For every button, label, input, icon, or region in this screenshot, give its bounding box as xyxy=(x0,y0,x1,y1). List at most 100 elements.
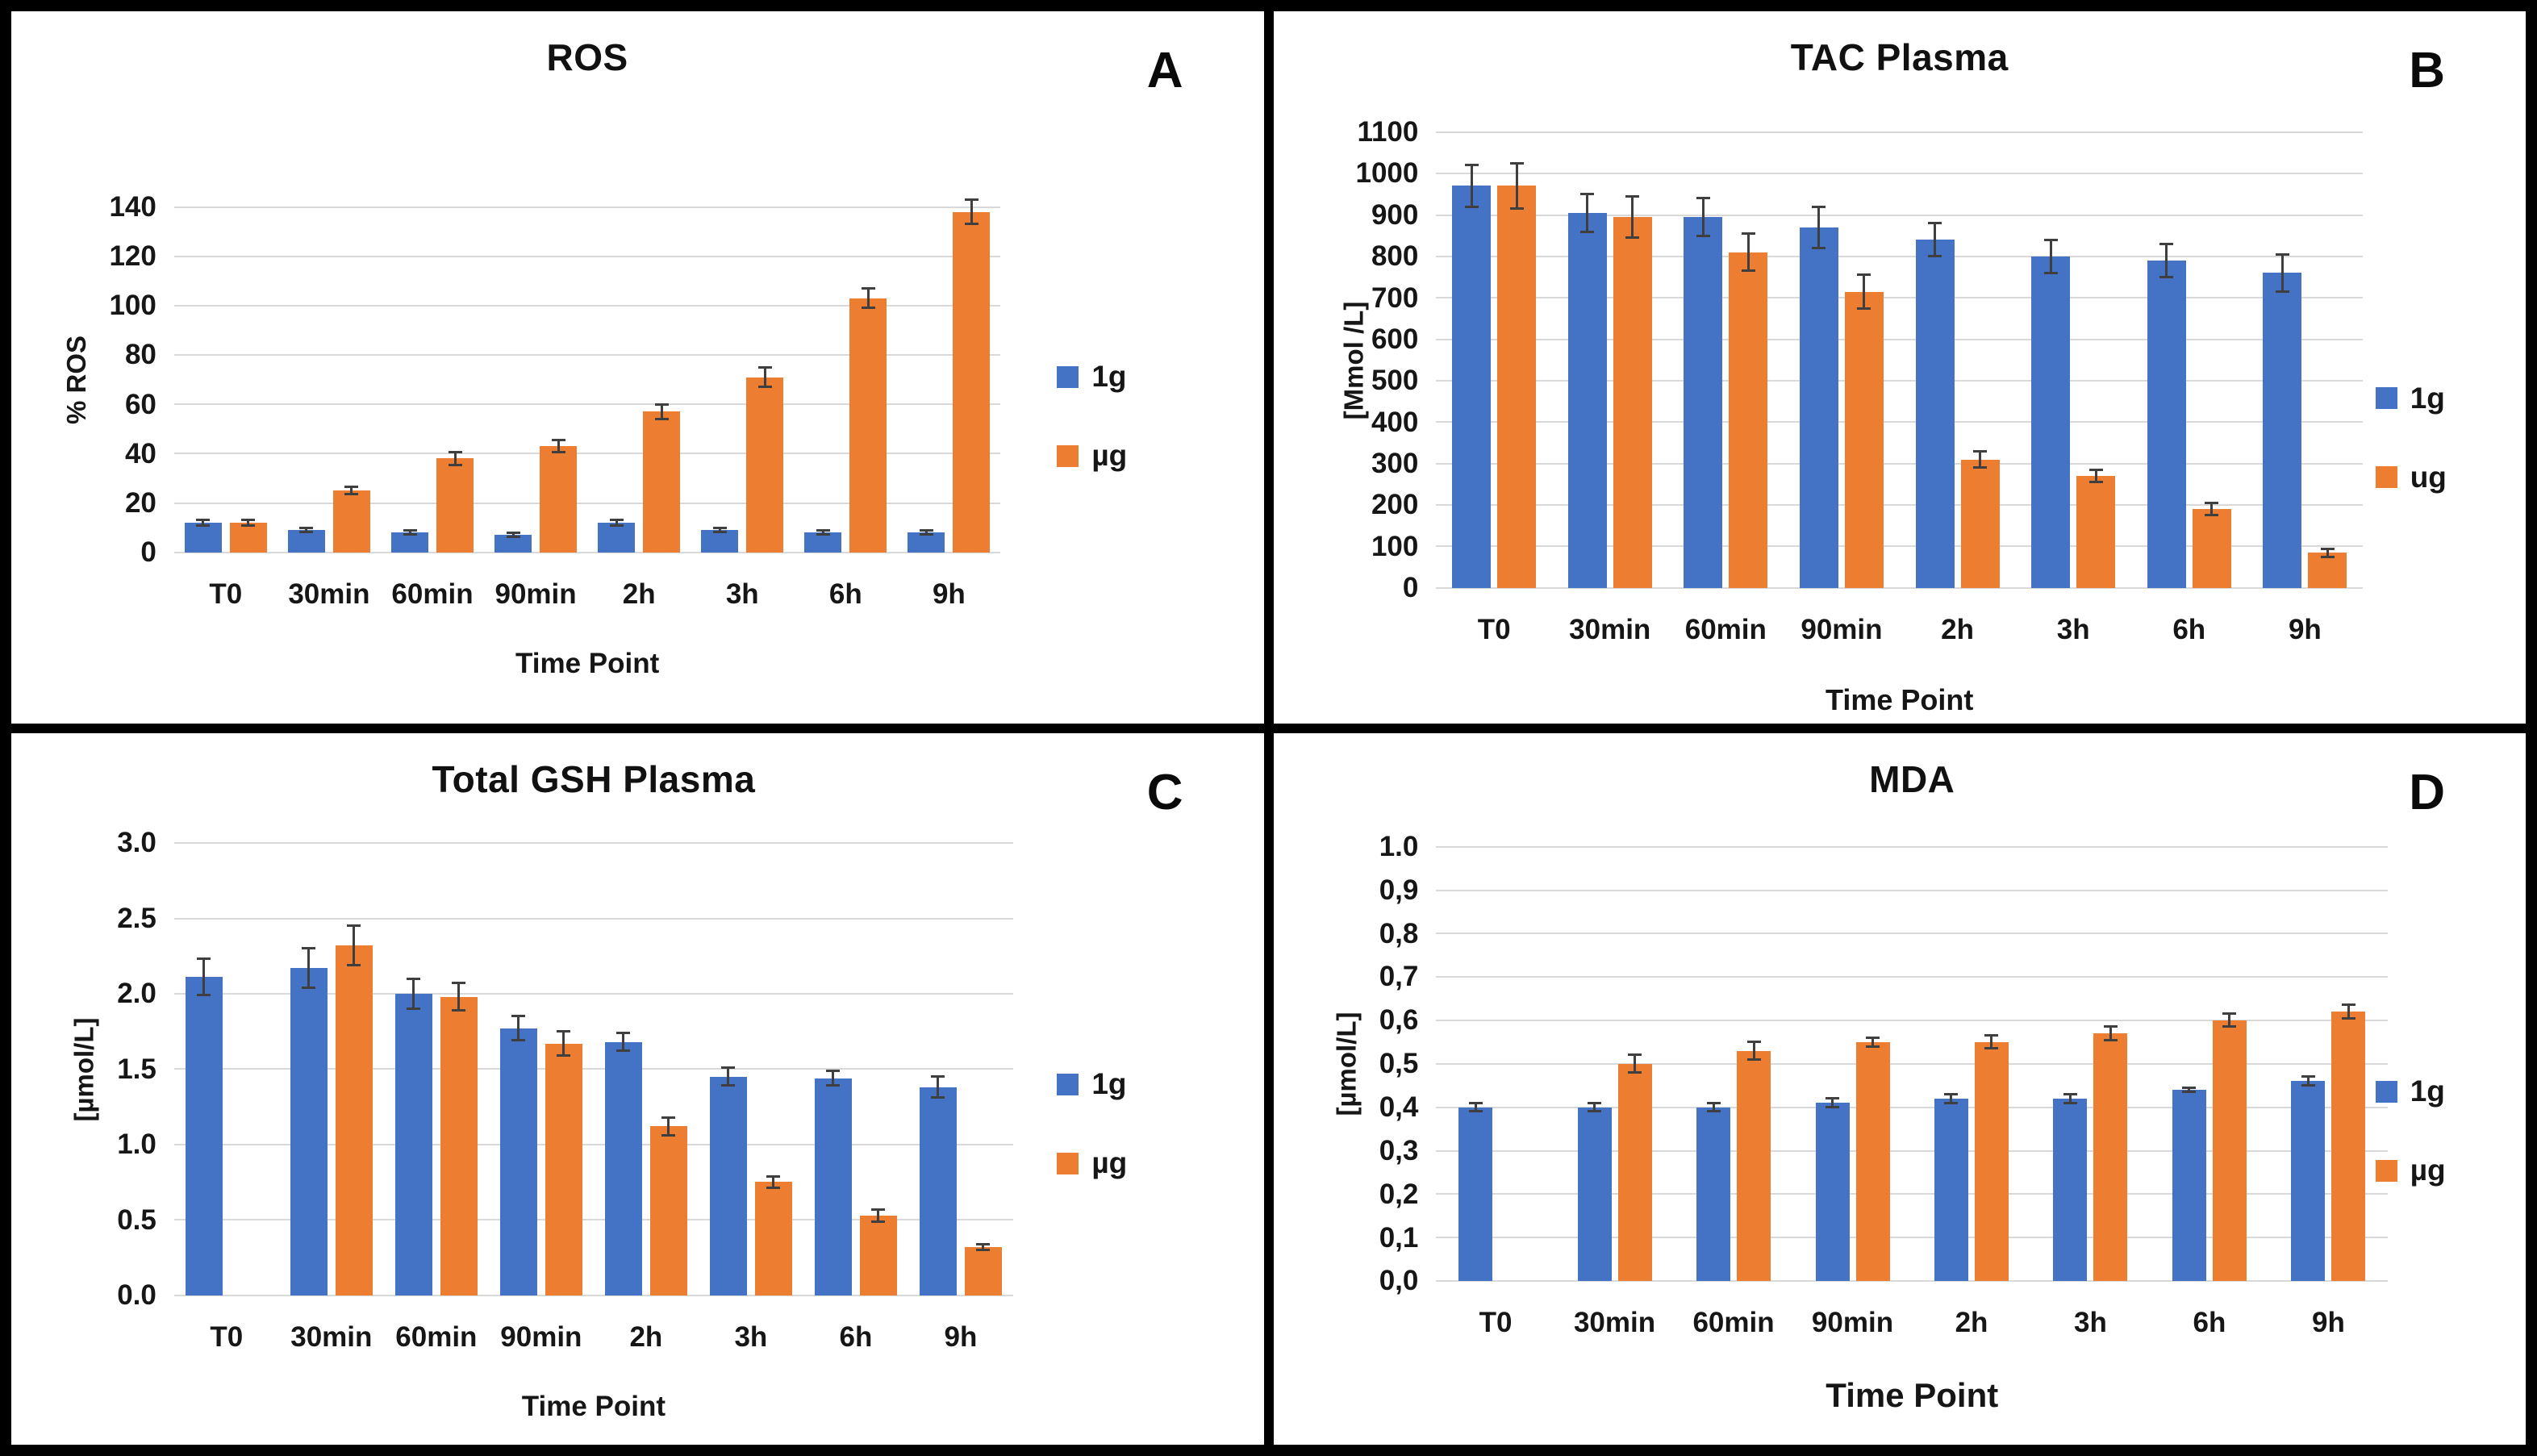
y-tick-label: 60 xyxy=(124,388,156,420)
error-bar xyxy=(1634,1054,1637,1073)
bar-group xyxy=(384,843,489,1295)
chart-title: ROS xyxy=(546,36,628,78)
error-bar xyxy=(1515,163,1518,209)
bar-group xyxy=(1436,132,1552,588)
bar-group xyxy=(2031,847,2150,1281)
error-bar-cap xyxy=(1984,1047,1999,1050)
x-tick-label: 30min xyxy=(290,1321,373,1354)
y-tick-label: 1.0 xyxy=(1379,830,1419,862)
error-bar-cap xyxy=(2341,1003,2355,1007)
error-bar-cap xyxy=(2159,242,2174,245)
error-bar-cap xyxy=(2320,555,2335,558)
error-bar xyxy=(772,1176,775,1188)
error-bar-cap xyxy=(1588,1101,1602,1104)
error-bar-cap xyxy=(609,519,624,522)
panel-letter: C xyxy=(1146,764,1183,820)
bar-slot xyxy=(953,198,991,553)
legend-label: µg xyxy=(2410,1154,2446,1187)
bar xyxy=(335,945,373,1295)
bar xyxy=(2031,256,2071,588)
x-tick-label: 2h xyxy=(629,1321,663,1354)
error-bar-cap xyxy=(919,533,933,536)
error-bar-cap xyxy=(452,982,466,985)
bar-group xyxy=(1912,847,2030,1281)
error-bar-cap xyxy=(1741,269,1755,273)
bar-slot xyxy=(394,843,432,1295)
legend-item: µg xyxy=(1057,1146,1127,1180)
gridline xyxy=(1436,173,2364,175)
legend-label: 1g xyxy=(1091,360,1127,394)
error-bar xyxy=(615,519,618,526)
error-bar xyxy=(247,519,250,526)
error-bar xyxy=(982,1244,985,1250)
bar-slot xyxy=(1499,847,1533,1281)
bar-group xyxy=(594,843,699,1295)
error-bar-cap xyxy=(302,986,316,989)
error-bar xyxy=(1593,1103,1596,1112)
error-bar-cap xyxy=(871,1208,886,1211)
error-bar-cap xyxy=(2275,290,2289,293)
gridline xyxy=(173,255,1001,257)
bar xyxy=(332,490,370,553)
bar-slot xyxy=(290,843,328,1295)
error-bar-cap xyxy=(448,463,462,466)
bar-group xyxy=(1436,847,1554,1281)
legend-item: 1g xyxy=(1057,1067,1127,1101)
bar-slot xyxy=(2308,132,2347,588)
y-tick-label: 2.5 xyxy=(117,902,156,934)
error-bar-cap xyxy=(2222,1025,2237,1028)
error-bar xyxy=(667,1117,670,1136)
bar xyxy=(391,532,428,553)
error-bar-cap xyxy=(654,403,669,406)
bar-slot xyxy=(2172,847,2206,1281)
error-bar-cap xyxy=(964,198,978,201)
error-bar-cap xyxy=(347,924,361,928)
legend-item: 1g xyxy=(2375,1074,2446,1108)
error-bar xyxy=(453,452,457,465)
error-bar xyxy=(307,948,311,988)
error-bar xyxy=(1817,207,1821,248)
bar-slot xyxy=(1617,847,1652,1281)
bar-slot xyxy=(287,207,325,553)
x-axis-title: Time Point xyxy=(515,648,660,680)
error-bar xyxy=(350,486,353,494)
bar-slot xyxy=(1934,847,1968,1281)
error-bar-cap xyxy=(302,947,316,950)
y-tick-label: 0 xyxy=(140,536,156,569)
y-tick-label: 900 xyxy=(1371,198,1419,231)
gridline xyxy=(1436,889,2389,891)
gridline xyxy=(173,453,1001,455)
bar xyxy=(1617,1063,1652,1281)
legend-item: 1g xyxy=(2375,382,2447,415)
error-bar xyxy=(877,1209,880,1222)
error-bar-cap xyxy=(826,1084,841,1087)
error-bar-cap xyxy=(1580,193,1595,196)
error-bar-cap xyxy=(871,1220,886,1223)
bar-slot xyxy=(1577,847,1612,1281)
error-bar-cap xyxy=(2301,1084,2315,1087)
x-tick-label: 60min xyxy=(1692,1307,1775,1339)
gridline xyxy=(1436,421,2364,423)
bar xyxy=(1934,1098,1968,1281)
gridline xyxy=(1436,1062,2389,1065)
legend-swatch xyxy=(2375,466,2397,489)
x-axis-title: Time Point xyxy=(1826,1376,1999,1415)
y-tick-label: 300 xyxy=(1371,448,1419,480)
x-tick-label: 6h xyxy=(828,578,862,611)
error-bar-cap xyxy=(1857,307,1871,310)
error-bar-cap xyxy=(654,418,669,421)
y-tick-label: 0,6 xyxy=(1379,1004,1419,1037)
bar-slot xyxy=(2263,132,2302,588)
error-bar xyxy=(2280,254,2284,292)
legend-swatch xyxy=(1057,1152,1079,1174)
error-bar-cap xyxy=(1812,205,1826,208)
error-bar-cap xyxy=(1588,1110,1602,1113)
error-bar-cap xyxy=(766,1174,781,1178)
y-tick-label: 600 xyxy=(1371,323,1419,355)
bar-slot xyxy=(499,843,537,1295)
error-bar xyxy=(2109,1026,2112,1041)
bar-slot xyxy=(1855,847,1890,1281)
error-bar-cap xyxy=(344,493,359,496)
bar-slot xyxy=(1684,132,1723,588)
error-bar xyxy=(1712,1103,1715,1112)
